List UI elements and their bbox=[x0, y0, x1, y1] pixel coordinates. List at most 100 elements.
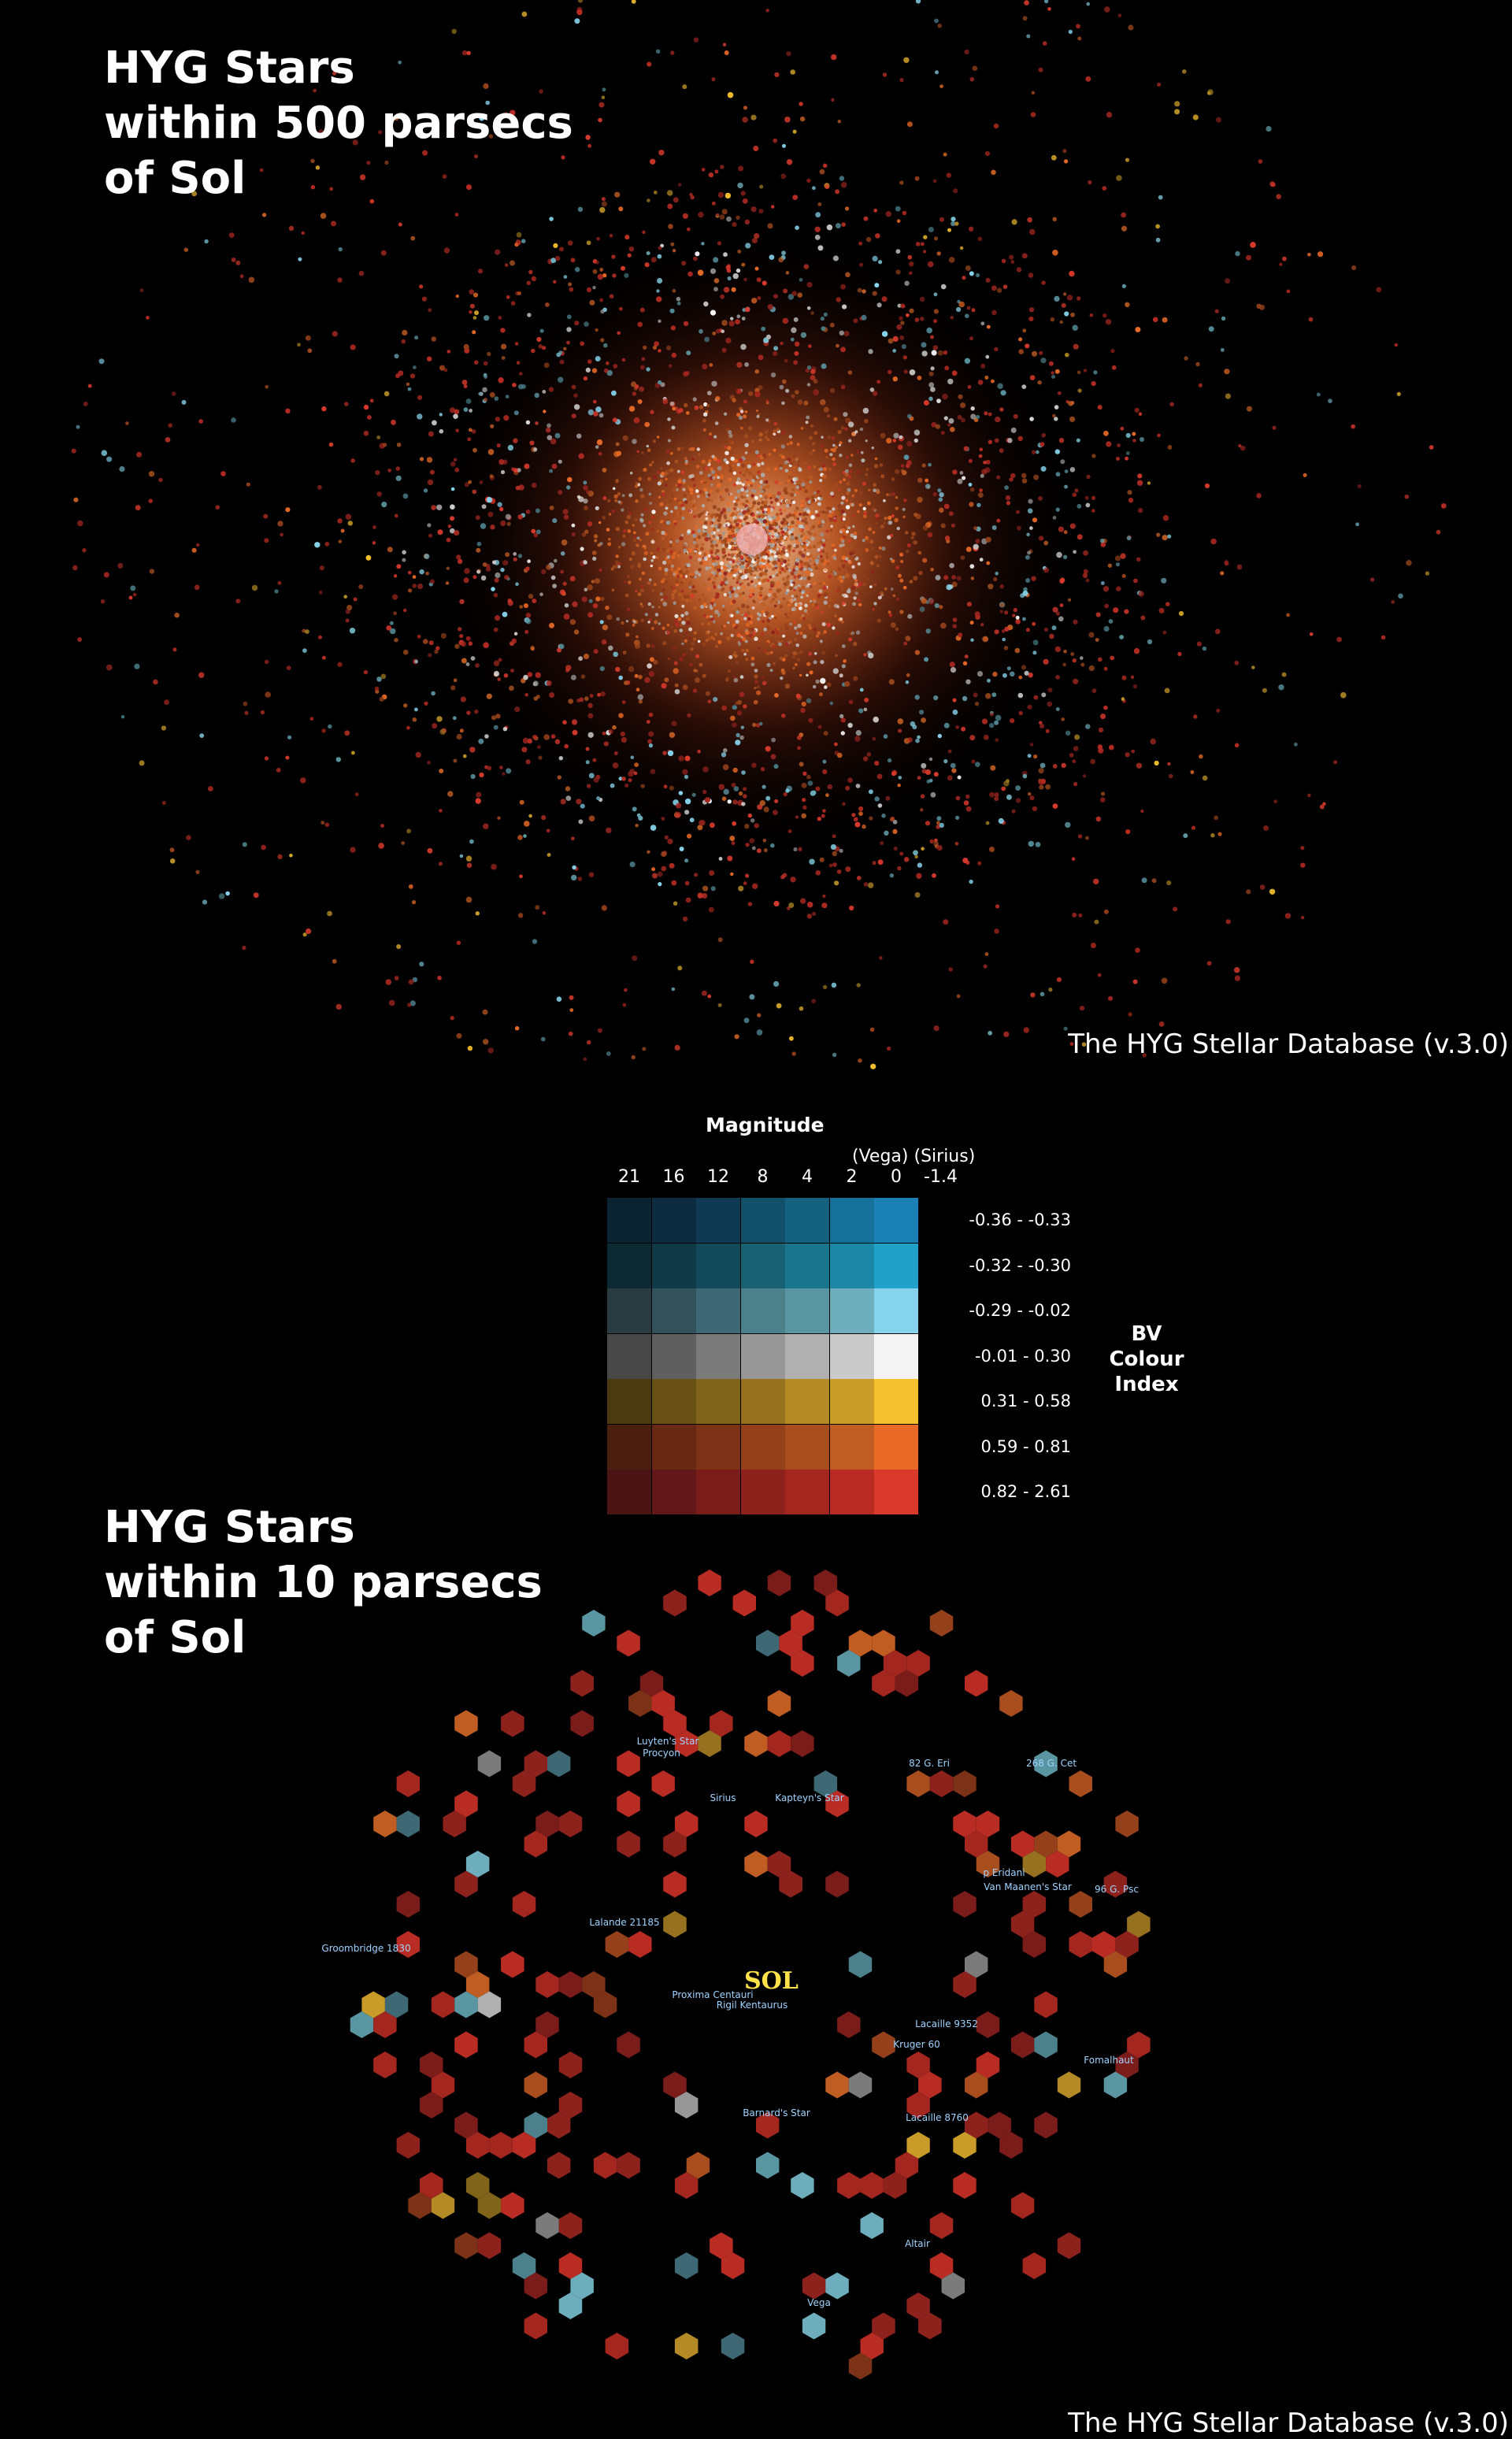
star-point bbox=[845, 272, 850, 278]
star-point bbox=[862, 514, 867, 518]
star-point bbox=[647, 581, 651, 585]
star-point bbox=[1054, 369, 1060, 374]
star-point bbox=[812, 449, 815, 452]
star-point bbox=[1110, 655, 1115, 661]
star-point bbox=[766, 484, 769, 487]
star-point bbox=[739, 410, 744, 413]
star-point bbox=[948, 967, 953, 972]
star-point bbox=[981, 718, 988, 725]
star-point bbox=[540, 1036, 546, 1042]
star-point bbox=[773, 532, 779, 537]
star-point bbox=[1307, 253, 1311, 257]
star-point bbox=[215, 505, 220, 510]
star-point bbox=[1214, 815, 1219, 821]
star-point bbox=[1133, 647, 1140, 654]
star-point bbox=[841, 495, 846, 500]
star-point bbox=[1051, 154, 1057, 161]
star-point bbox=[796, 517, 800, 521]
star-point bbox=[799, 534, 804, 538]
star-point bbox=[658, 349, 662, 353]
star-point bbox=[720, 588, 724, 592]
star-point bbox=[736, 480, 739, 485]
star-point bbox=[728, 439, 732, 443]
star-point bbox=[612, 487, 616, 491]
star-point bbox=[574, 18, 580, 24]
star-point bbox=[1234, 967, 1240, 973]
star-point bbox=[365, 554, 372, 561]
star-point bbox=[610, 567, 614, 571]
star-point bbox=[683, 494, 687, 498]
star-point bbox=[898, 728, 902, 733]
star-point bbox=[630, 472, 633, 475]
star-point bbox=[591, 550, 597, 555]
star-point bbox=[643, 468, 647, 472]
star-point bbox=[914, 317, 920, 322]
star-point bbox=[1102, 186, 1107, 191]
star-point bbox=[698, 558, 702, 562]
star-point bbox=[698, 613, 701, 617]
star-point bbox=[1210, 538, 1217, 545]
star-point bbox=[769, 254, 775, 260]
star-point bbox=[912, 725, 917, 730]
star-point bbox=[899, 610, 904, 614]
star-point bbox=[832, 1052, 837, 1058]
star-point bbox=[483, 83, 489, 89]
star-point bbox=[813, 602, 819, 607]
star-point bbox=[647, 198, 650, 202]
star-point bbox=[666, 521, 671, 525]
star-point bbox=[844, 473, 849, 477]
star-point bbox=[891, 558, 895, 563]
star-point bbox=[456, 733, 462, 740]
star-point bbox=[765, 746, 771, 752]
star-point bbox=[894, 517, 899, 523]
star-point bbox=[146, 316, 150, 320]
star-point bbox=[895, 495, 899, 499]
star-point bbox=[914, 891, 921, 898]
star-point bbox=[446, 566, 450, 570]
star-point bbox=[1235, 250, 1240, 257]
star-point bbox=[772, 644, 776, 648]
star-point bbox=[447, 350, 451, 354]
star-point bbox=[1164, 688, 1170, 694]
star-point bbox=[1073, 782, 1078, 787]
star-point bbox=[782, 517, 787, 522]
star-point bbox=[868, 527, 872, 532]
star-point bbox=[523, 674, 528, 680]
star-point bbox=[979, 488, 983, 492]
star-point bbox=[925, 484, 931, 489]
star-point bbox=[743, 881, 747, 885]
star-point bbox=[521, 11, 528, 17]
star-point bbox=[771, 567, 776, 571]
star-point bbox=[583, 480, 587, 485]
star-point bbox=[615, 442, 620, 447]
star-point bbox=[721, 532, 725, 536]
star-point bbox=[1167, 534, 1172, 539]
star-point bbox=[808, 717, 813, 723]
star-point bbox=[731, 547, 734, 550]
star-point bbox=[1117, 13, 1122, 18]
star-point bbox=[1028, 272, 1034, 278]
star-point bbox=[705, 517, 709, 521]
star-point bbox=[671, 542, 676, 547]
star-point bbox=[738, 885, 744, 891]
star-point bbox=[571, 384, 576, 390]
star-point bbox=[1082, 573, 1088, 578]
star-point bbox=[195, 543, 200, 547]
star-point bbox=[799, 650, 803, 654]
star-point bbox=[683, 371, 688, 377]
star-point bbox=[993, 576, 998, 582]
star-point bbox=[740, 487, 745, 492]
star-point bbox=[456, 1032, 462, 1039]
star-point bbox=[817, 555, 820, 558]
star-point bbox=[820, 558, 825, 563]
star-point bbox=[560, 799, 566, 805]
star-point bbox=[767, 515, 771, 519]
star-point bbox=[595, 506, 599, 510]
star-point bbox=[756, 277, 762, 283]
star-point bbox=[1234, 743, 1240, 748]
star-point bbox=[889, 873, 895, 878]
star-point bbox=[803, 264, 810, 269]
star-point bbox=[868, 349, 873, 354]
star-point bbox=[760, 602, 765, 606]
star-point bbox=[712, 535, 716, 539]
